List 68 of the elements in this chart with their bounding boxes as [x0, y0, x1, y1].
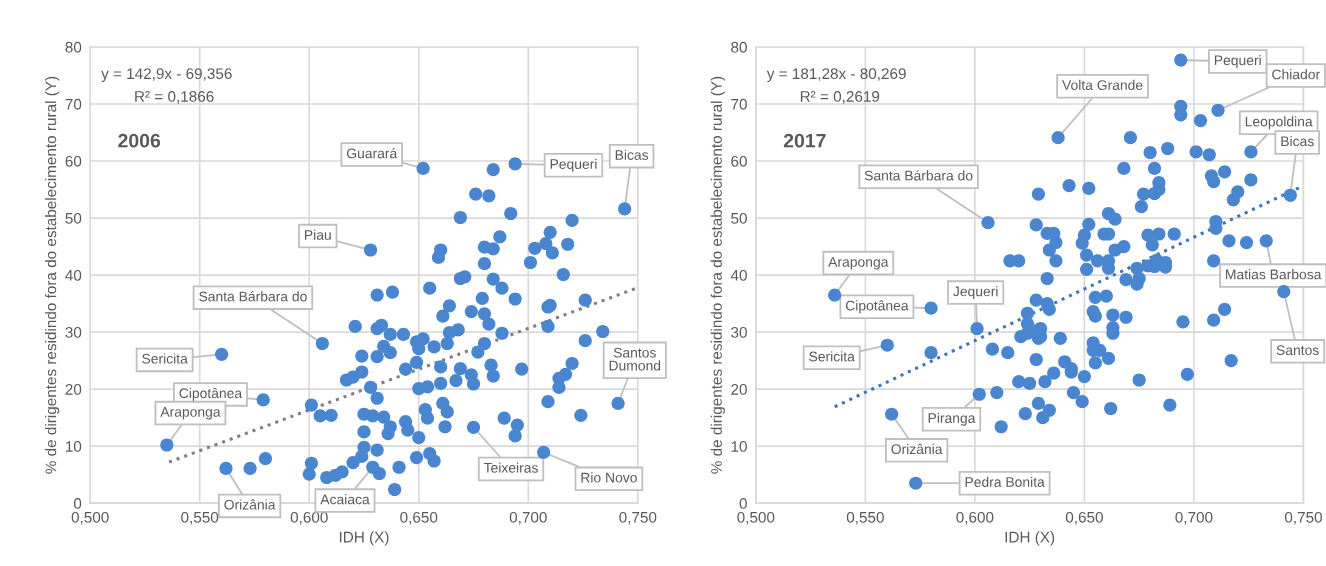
annotation: Piau — [305, 229, 331, 240]
y-tick-label: 50 — [731, 212, 747, 224]
annotation: Santos — [1276, 345, 1319, 356]
y-tick-label: 40 — [730, 269, 747, 281]
y-tick-label: 20 — [65, 383, 82, 395]
annotation: Volta Grande — [1062, 79, 1143, 90]
annotation: y = 142,9x - 69,356 — [101, 68, 232, 83]
y-axis-title: % de dirigentes residindo fora do estabelecimento rural (Y) — [710, 76, 725, 474]
y-tick-label: 60 — [731, 155, 747, 167]
x-tick-label: 0,550 — [846, 511, 884, 525]
annotation: Araponga — [160, 407, 221, 420]
annotation: R² = 0,1866 — [135, 91, 214, 104]
y-tick-label: 20 — [731, 383, 747, 395]
annotation: Acaiaca — [320, 494, 370, 505]
y-tick-label: 60 — [65, 155, 82, 167]
annotation: Chiador — [1272, 69, 1320, 80]
x-tick-label: 0,600 — [290, 511, 328, 525]
x-tick-label: 0,700 — [509, 511, 547, 525]
y-tick-label: 30 — [731, 326, 747, 338]
y-tick-label: 70 — [65, 98, 82, 110]
text: 2006 — [118, 133, 161, 148]
annotation: Jequeri — [953, 286, 998, 300]
annotation: Orizânia — [891, 443, 943, 455]
annotation: y = 181,28x - 80,269 — [766, 68, 906, 83]
annotation: Araponga — [828, 257, 889, 270]
annotation: Bicas — [615, 149, 649, 160]
y-tick-label: 10 — [66, 441, 82, 452]
x-axis-title: IDH (X) — [1005, 531, 1055, 546]
annotation: Guarará — [346, 147, 398, 159]
y-tick-label: 0 — [73, 498, 82, 509]
x-tick-label: 0,550 — [181, 511, 219, 525]
annotation: Matias Barbosa — [1226, 269, 1322, 280]
y-tick-label: 30 — [65, 326, 82, 338]
y-tick-label: 0 — [739, 498, 747, 509]
annotation: Orizânia — [224, 499, 276, 510]
y-tick-label: 80 — [731, 41, 747, 53]
annotation: Rio Novo — [581, 472, 637, 483]
x-tick-label: 0,650 — [400, 511, 438, 525]
annotation: Piranga — [928, 412, 976, 426]
y-tick-label: 80 — [65, 41, 82, 53]
x-tick-label: 0,750 — [1284, 511, 1322, 525]
y-tick-label: 70 — [731, 98, 747, 110]
y-tick-label: 50 — [65, 212, 82, 224]
annotation: Santa Bárbara do — [864, 170, 973, 181]
y-tick-label: 40 — [65, 269, 82, 281]
x-tick-label: 0,600 — [956, 511, 994, 525]
annotation: Santos Dumond — [609, 347, 661, 371]
annotation: Pedra Bonita — [965, 476, 1045, 487]
y-axis-title: % de dirigentes residindo fora do estabelecimento rural (Y) — [45, 76, 60, 474]
annotation: Sericita — [809, 351, 855, 362]
x-tick-label: 0,700 — [1175, 511, 1213, 525]
x-tick-label: 0,500 — [71, 511, 109, 525]
x-axis-title: IDH (X) — [339, 531, 389, 546]
annotation: Pequeri — [550, 158, 597, 172]
annotation: R² = 0,2619 — [800, 91, 880, 104]
text: 2017 — [783, 133, 826, 148]
annotation: Cipotânea — [845, 300, 909, 314]
annotation: Pequeri — [1214, 55, 1261, 68]
annotation: Leopoldina — [1245, 116, 1313, 130]
annotation: Teixeiras — [483, 462, 538, 473]
y-tick-label: 10 — [731, 441, 747, 452]
annotation: Bicas — [1281, 135, 1314, 147]
annotation: Santa Bárbara do — [199, 291, 307, 302]
x-tick-label: 0,500 — [737, 511, 775, 525]
annotation: Cipotânea — [179, 387, 243, 401]
x-tick-label: 0,650 — [1065, 511, 1103, 525]
x-tick-label: 0,750 — [619, 511, 657, 525]
annotation: Sericita — [142, 353, 188, 364]
